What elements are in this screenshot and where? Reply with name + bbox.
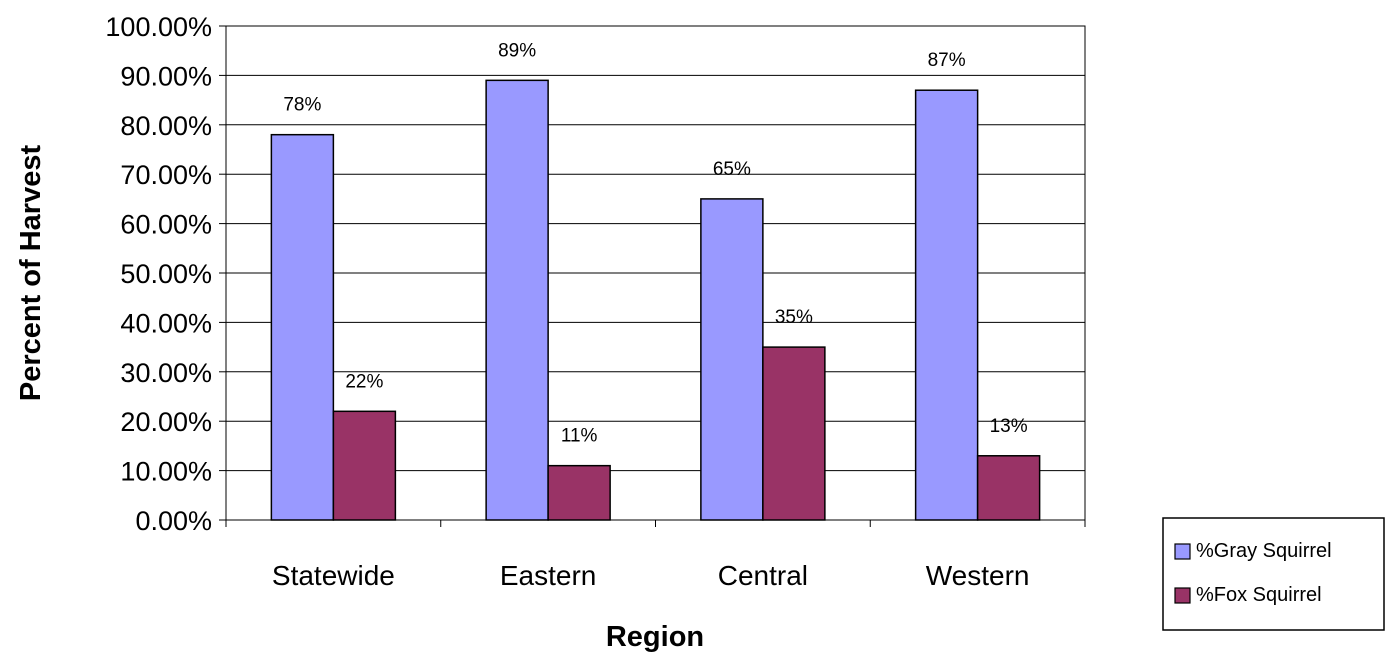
bar-graysquirrel-eastern <box>485 79 549 521</box>
data-label: 89% <box>498 40 536 61</box>
legend-label: %Fox Squirrel <box>1196 584 1322 606</box>
data-labels: 78% 22% 89% 11% 65% 35% 87% 13% <box>283 40 1027 446</box>
y-tick-label: 50.00% <box>120 259 212 289</box>
x-tick-label: Eastern <box>500 560 597 591</box>
legend: %Gray Squirrel %Fox Squirrel <box>1162 517 1385 631</box>
data-label: 35% <box>775 307 813 328</box>
data-label: 22% <box>345 371 383 392</box>
data-label: 87% <box>928 50 966 71</box>
plot-frame <box>225 25 1086 521</box>
legend-label: %Gray Squirrel <box>1196 540 1332 562</box>
y-tick-label: 60.00% <box>120 210 212 240</box>
data-label: 78% <box>283 95 321 116</box>
y-tick-label: 40.00% <box>120 308 212 338</box>
x-tick-label: Central <box>718 560 808 591</box>
bar-graysquirrel-central <box>700 198 764 521</box>
bar-foxsquirrel-western <box>976 455 1041 521</box>
y-tick-label: 0.00% <box>135 506 212 536</box>
bar-graysquirrel-western <box>914 89 979 521</box>
bar-foxsquirrel-central <box>762 346 826 521</box>
y-tick-label: 30.00% <box>120 358 212 388</box>
y-tick-label: 70.00% <box>120 160 212 190</box>
y-tick-label: 80.00% <box>120 111 212 141</box>
bar-foxsquirrel-eastern <box>547 464 611 521</box>
y-tick-label: 20.00% <box>120 407 212 437</box>
bars <box>270 79 1041 521</box>
data-label: 65% <box>713 159 751 180</box>
data-label: 11% <box>561 426 598 447</box>
bar-foxsquirrel-statewide <box>332 410 397 521</box>
axes: 0.00% 10.00% 20.00% 30.00% 40.00% 50.00% 60.00… <box>105 12 1086 591</box>
legend-swatch <box>1174 587 1191 604</box>
legend-box <box>1162 517 1385 631</box>
y-axis-title: Percent of Harvest <box>15 145 47 402</box>
legend-swatch <box>1174 543 1191 560</box>
y-tick-label: 10.00% <box>120 457 212 487</box>
y-tick-label: 90.00% <box>120 61 212 91</box>
x-axis-title: Region <box>606 621 704 653</box>
x-tick-label: Western <box>926 560 1030 591</box>
y-tick-label: 100.00% <box>105 12 212 42</box>
x-tick-label: Statewide <box>272 560 395 591</box>
bar-graysquirrel-statewide <box>270 133 335 521</box>
data-label: 13% <box>990 416 1028 437</box>
